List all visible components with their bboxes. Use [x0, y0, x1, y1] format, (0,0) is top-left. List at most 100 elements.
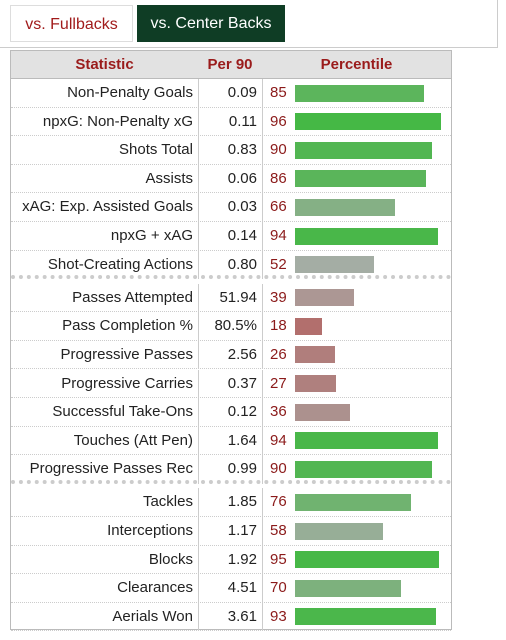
percentile-number: 76 [270, 493, 287, 511]
per90: 1.92 [227, 550, 257, 568]
per90: 1.17 [227, 522, 257, 539]
tab-bar [0, 0, 498, 48]
per90: 0.37 [227, 374, 257, 392]
percentile-number: 85 [270, 84, 287, 101]
row [11, 574, 451, 603]
col-divider [262, 250, 263, 280]
per90: 51.94 [219, 288, 257, 306]
col-divider [262, 79, 263, 108]
percentile-bar [295, 170, 426, 188]
statistic: Passes Attempted [72, 288, 193, 306]
col-divider [198, 312, 199, 341]
col-divider [262, 107, 263, 137]
row [11, 546, 451, 575]
percentile-number: 86 [270, 169, 287, 187]
row [11, 222, 451, 251]
statistic: Shots Total [119, 141, 193, 159]
statistic: Progressive Carries [61, 374, 193, 392]
col-divider [198, 488, 199, 517]
percentile-number: 36 [270, 403, 287, 421]
col-divider [198, 602, 199, 632]
percentile-bar [295, 432, 438, 450]
statistic: Shot-Creating Actions [47, 255, 193, 273]
tab-active[interactable]: vs. Center Backs [137, 5, 285, 42]
percentile-number: 66 [270, 198, 287, 216]
col-divider [262, 164, 263, 194]
col-divider [262, 193, 263, 222]
statistic: Successful Take-Ons [52, 403, 193, 421]
col-divider [198, 222, 199, 251]
percentile-bar [295, 317, 323, 335]
percentile-number: 95 [270, 550, 287, 568]
col-divider [198, 340, 199, 370]
col-divider [198, 517, 199, 546]
statistic: Pass Completion % [62, 317, 193, 335]
row [11, 488, 451, 517]
percentile-bar [295, 579, 402, 597]
statistic: Interceptions [107, 522, 193, 539]
header-cell: Statistic [75, 56, 134, 73]
per90: 1.85 [227, 493, 257, 511]
row [11, 370, 451, 399]
per90: 0.11 [228, 112, 257, 130]
percentile-bar [295, 141, 432, 159]
col-divider [262, 340, 263, 370]
row [11, 251, 451, 280]
row [11, 284, 451, 313]
col-divider [198, 369, 199, 399]
col-divider [198, 107, 199, 137]
per90: 0.12 [227, 403, 257, 421]
col-divider [198, 455, 199, 484]
row [11, 79, 451, 108]
statistic: Tackles [142, 493, 193, 511]
percentile-bar [295, 227, 438, 245]
statistic: Progressive Passes Rec [29, 460, 193, 478]
col-divider [262, 283, 263, 313]
percentile-number: 96 [270, 112, 287, 130]
per90: 0.99 [227, 460, 257, 478]
row [11, 108, 451, 137]
percentile-number: 26 [270, 345, 287, 363]
statistic: npxG + xAG [110, 227, 193, 244]
percentile-bar [295, 522, 384, 540]
percentile-bar [295, 551, 440, 569]
header-row [11, 51, 451, 79]
statistic: xAG: Exp. Assisted Goals [22, 198, 193, 216]
percentile-number: 70 [270, 579, 287, 597]
per90: 0.83 [227, 141, 257, 159]
percentile-bar [295, 493, 411, 511]
col-divider [198, 79, 199, 108]
col-divider [198, 574, 199, 603]
percentile-number: 39 [270, 288, 287, 306]
percentile-bar [295, 608, 437, 626]
col-divider [198, 283, 199, 313]
statistic: Aerials Won [112, 607, 193, 625]
statistic: Assists [145, 169, 193, 187]
percentile-bar [295, 256, 375, 274]
percentile-bar [295, 375, 337, 392]
col-divider [198, 136, 199, 165]
col-divider [198, 193, 199, 222]
per90: 0.03 [227, 198, 257, 216]
percentile-number: 90 [270, 460, 287, 478]
col-divider [262, 398, 263, 427]
row [11, 603, 451, 632]
col-divider [262, 426, 263, 456]
col-divider [262, 455, 263, 484]
percentile-number: 93 [270, 607, 287, 625]
col-divider [262, 517, 263, 546]
header-cell: Percentile [320, 56, 393, 73]
tab[interactable]: vs. Fullbacks [10, 5, 133, 42]
percentile-bar [295, 346, 335, 364]
col-divider [262, 602, 263, 632]
col-divider [262, 136, 263, 165]
row [11, 455, 451, 484]
percentile-number: 18 [270, 317, 287, 335]
row [11, 165, 451, 194]
col-divider [262, 574, 263, 603]
per90: 0.14 [227, 227, 257, 244]
percentile-bar [295, 460, 432, 478]
statistic: Progressive Passes [60, 345, 193, 363]
row [11, 136, 451, 165]
